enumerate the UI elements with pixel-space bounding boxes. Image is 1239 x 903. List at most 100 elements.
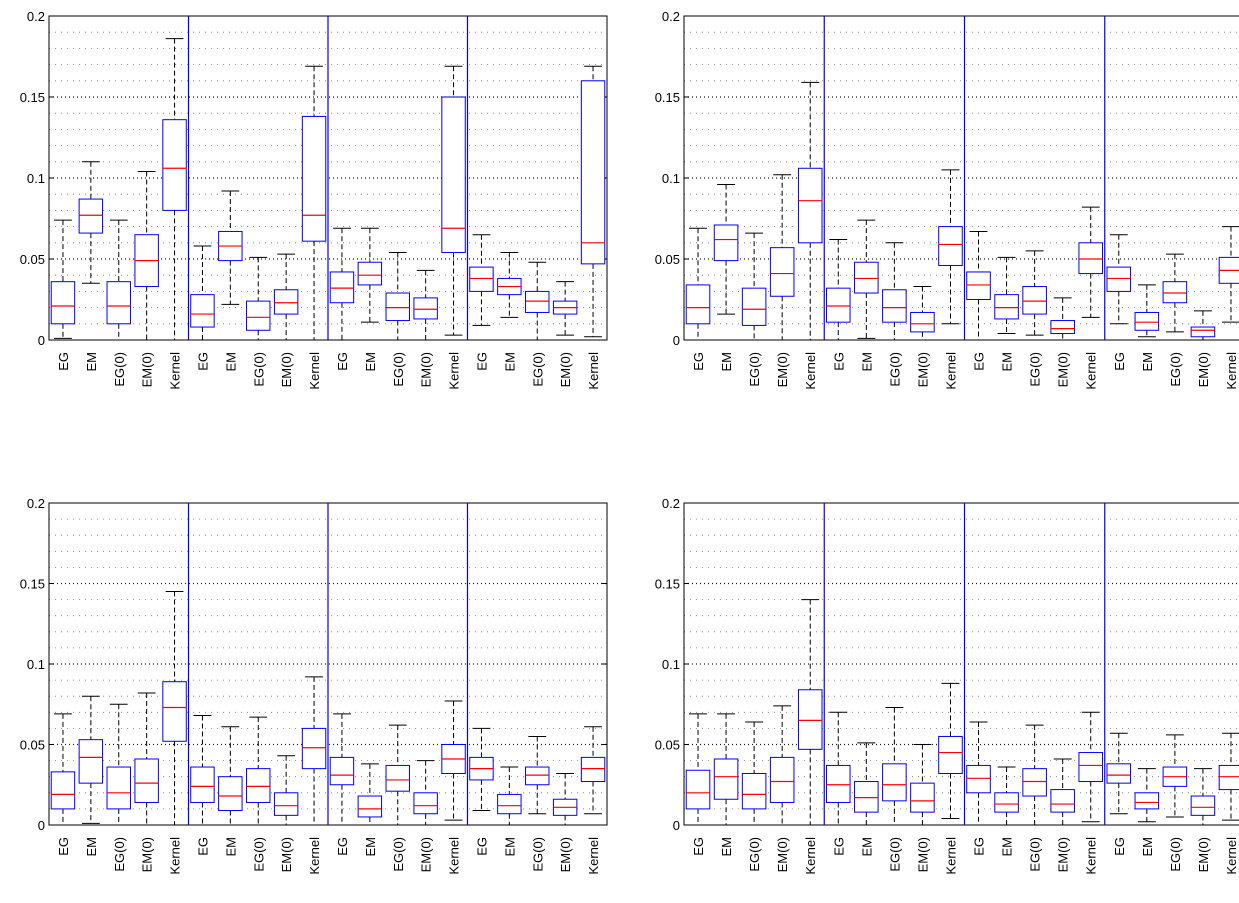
y-tick-label: 0.05 [655, 252, 680, 267]
box-em: EM [218, 190, 243, 372]
category-label: Kernel [307, 837, 322, 875]
category-label: EM [502, 352, 517, 372]
box-em: EM [218, 726, 243, 857]
category-label: EG [1112, 837, 1127, 856]
box-kernel: Kernel [580, 65, 606, 390]
iqr-box [994, 792, 1019, 813]
box-eg: EG [50, 713, 76, 856]
box-kernel: Kernel [441, 65, 466, 390]
category-label: EG [56, 837, 71, 856]
box-kernel: Kernel [1078, 206, 1104, 390]
box-eg: EG [825, 711, 851, 856]
box-eg0: EG(0) [741, 232, 767, 387]
y-tick-label: 0.05 [20, 738, 45, 753]
iqr-box [525, 290, 550, 313]
box-kernel: Kernel [1218, 732, 1239, 875]
category-label: EG [691, 352, 706, 371]
y-tick-label: 0.15 [655, 90, 680, 105]
category-label: EG(0) [1168, 837, 1183, 872]
box-eg: EG [685, 227, 711, 371]
box-em: EM [994, 256, 1019, 372]
box-kernel: Kernel [797, 599, 823, 875]
iqr-box [1190, 795, 1216, 816]
category-label: EM [502, 837, 517, 857]
box-em: EM [713, 713, 739, 857]
category-label: EM(0) [279, 352, 294, 387]
y-tick-label: 0.1 [662, 657, 680, 672]
category-label: EG(0) [887, 352, 902, 387]
box-em: EM [78, 161, 104, 372]
category-label: EM [223, 837, 238, 857]
box-em: EM [994, 766, 1019, 857]
box-em: EM [78, 695, 104, 857]
y-tick-label: 0.1 [27, 171, 45, 186]
box-eg: EG [1106, 234, 1132, 371]
iqr-box [385, 764, 410, 792]
category-label: EM [859, 837, 874, 857]
box-em0: EM(0) [413, 269, 438, 387]
box-em0: EM(0) [1050, 297, 1075, 387]
box-em0: EM(0) [134, 171, 159, 387]
y-tick-label: 0.05 [655, 738, 680, 753]
category-label: EG(0) [112, 352, 127, 387]
category-label: Kernel [803, 837, 818, 875]
y-tick-label: 0.15 [655, 577, 680, 592]
category-label: Kernel [168, 837, 183, 875]
box-eg: EG [190, 715, 215, 856]
box-em0: EM(0) [1050, 758, 1075, 872]
box-em: EM [357, 763, 383, 857]
category-label: EG [335, 837, 350, 856]
iqr-box [938, 735, 963, 774]
category-label: EG(0) [747, 837, 762, 872]
category-label: EG(0) [530, 837, 545, 872]
y-tick-label: 0.2 [27, 9, 45, 24]
box-eg0: EG(0) [1162, 253, 1188, 387]
iqr-box [273, 289, 299, 315]
box-kernel: Kernel [797, 81, 823, 390]
category-label: EM [84, 352, 99, 372]
y-tick-label: 0.15 [20, 577, 45, 592]
iqr-box [580, 80, 606, 265]
box-eg0: EG(0) [1162, 734, 1188, 872]
category-label: Kernel [943, 837, 958, 875]
category-label: Kernel [1084, 837, 1099, 875]
iqr-box [357, 795, 383, 818]
iqr-box [469, 266, 494, 292]
box-kernel: Kernel [301, 676, 327, 875]
category-label: EG(0) [747, 352, 762, 387]
box-eg: EG [190, 245, 215, 371]
iqr-box [769, 247, 795, 297]
category-label: EG [195, 837, 210, 856]
category-label: Kernel [586, 352, 601, 390]
iqr-box [78, 198, 104, 234]
box-em0: EM(0) [769, 705, 795, 872]
iqr-box [190, 766, 215, 803]
iqr-box [525, 766, 550, 786]
box-eg0: EG(0) [741, 721, 767, 872]
iqr-box [580, 756, 606, 783]
iqr-box [966, 271, 991, 300]
category-label: EM(0) [140, 352, 155, 387]
boxplot-panel-3: 0 0.05 0.1 0.15 0.2 EG EM EG(0) EM(0) Kernel EG EM E… [20, 496, 608, 875]
box-eg0: EG(0) [246, 716, 271, 872]
category-label: EG [691, 837, 706, 856]
iqr-box [497, 793, 522, 815]
box-em0: EM(0) [273, 253, 299, 387]
category-label: EM(0) [775, 837, 790, 872]
box-kernel: Kernel [938, 682, 963, 875]
iqr-box [797, 167, 823, 244]
y-tick-label: 0 [673, 818, 680, 833]
iqr-box [1022, 768, 1047, 797]
iqr-box [797, 689, 823, 750]
category-label: EM(0) [1056, 352, 1071, 387]
box-kernel: Kernel [580, 726, 606, 875]
box-eg: EG [469, 727, 494, 856]
category-label: EG [474, 837, 489, 856]
category-label: EG(0) [1168, 352, 1183, 387]
iqr-box [246, 768, 271, 803]
iqr-box [882, 763, 907, 802]
iqr-box [1218, 764, 1239, 791]
boxplot-panel-1: 0 0.05 0.1 0.15 0.2 EG EM EG(0) EM(0) Kernel EG EM E… [20, 9, 608, 390]
box-kernel: Kernel [301, 65, 327, 390]
